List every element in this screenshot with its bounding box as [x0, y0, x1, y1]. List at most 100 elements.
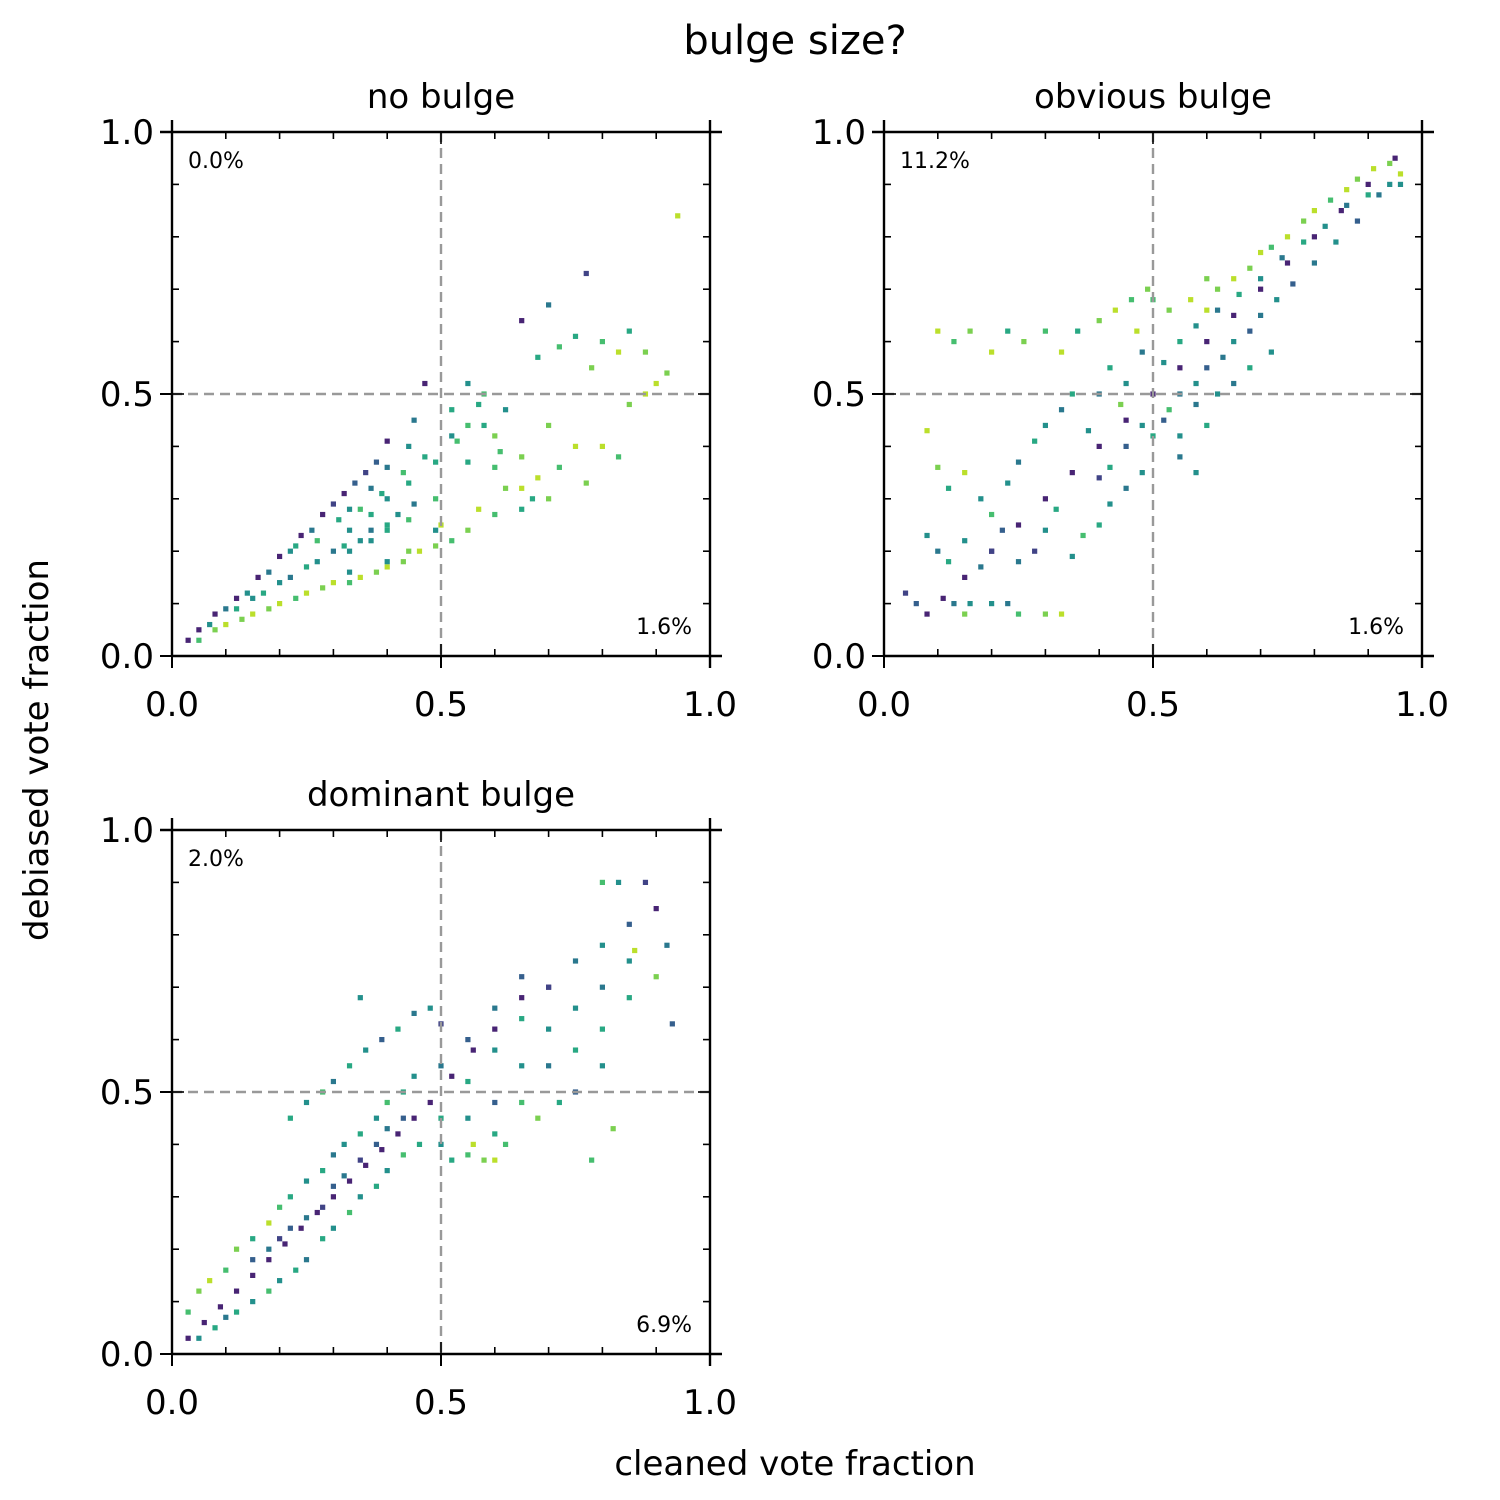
data-point	[320, 1236, 326, 1242]
data-point	[438, 1063, 444, 1069]
data-point	[1344, 202, 1350, 208]
annotation-bottom-right: 1.6%	[1348, 615, 1404, 640]
data-point	[352, 480, 358, 486]
data-point	[615, 349, 622, 355]
data-point	[962, 470, 968, 476]
data-point	[449, 1073, 455, 1079]
data-point	[400, 1115, 406, 1121]
panel-title: dominant bulge	[307, 775, 575, 815]
data-point	[1150, 433, 1156, 439]
data-point	[233, 606, 240, 612]
data-point	[373, 1141, 380, 1147]
data-point	[287, 548, 293, 554]
panel-1: no bulge 0.0 0.5 1.0 0.0 0.5 1.0 0.0% 1.6%	[100, 77, 737, 725]
data-point	[341, 543, 347, 549]
data-point	[185, 1309, 191, 1315]
data-point	[492, 433, 498, 439]
data-point	[626, 995, 632, 1001]
data-point	[1161, 417, 1167, 423]
data-point	[196, 1335, 202, 1341]
data-point	[465, 1152, 471, 1158]
data-point	[449, 538, 455, 544]
y-axis-label: debiased vote fraction	[17, 559, 57, 941]
data-point	[212, 611, 218, 617]
data-point	[492, 1131, 498, 1137]
y-tick-label: 1.0	[100, 113, 154, 153]
data-point	[978, 564, 984, 570]
data-point	[411, 501, 417, 507]
data-point	[1322, 223, 1328, 229]
y-tick-label: 0.5	[100, 1073, 154, 1113]
data-point	[653, 974, 659, 980]
data-point	[476, 401, 482, 408]
data-point	[642, 879, 649, 885]
x-tick-label: 0.0	[145, 1383, 199, 1423]
data-point	[599, 879, 605, 885]
data-point	[924, 532, 930, 539]
data-point	[287, 1194, 293, 1200]
data-point	[626, 328, 632, 334]
data-point	[346, 548, 353, 554]
data-point	[1392, 155, 1398, 161]
data-point	[384, 522, 390, 528]
data-point	[1193, 470, 1199, 476]
data-point	[1015, 611, 1022, 617]
data-point	[546, 984, 552, 990]
data-point	[185, 637, 191, 643]
data-point	[1387, 181, 1393, 187]
data-point	[519, 506, 525, 512]
data-point	[978, 496, 984, 502]
annotation-top-left: 0.0%	[188, 149, 244, 174]
data-point	[287, 574, 293, 580]
data-point	[341, 1141, 347, 1147]
y-tick-label: 0.0	[100, 637, 154, 677]
panel-2: obvious bulge 0.0 0.5 1.0 0.0 0.5 1.0 11.2% 1.6%	[812, 77, 1449, 725]
data-point	[1284, 260, 1291, 266]
data-point	[1128, 297, 1135, 303]
data-point	[1311, 208, 1317, 214]
data-point	[1354, 218, 1361, 224]
data-point	[411, 1010, 417, 1016]
data-point	[989, 601, 995, 607]
data-point	[529, 496, 536, 502]
data-point	[201, 1319, 207, 1326]
data-point	[406, 548, 412, 554]
x-tick-label: 1.0	[1395, 685, 1449, 725]
data-point	[293, 595, 299, 601]
data-point	[217, 1304, 224, 1310]
data-point	[1220, 354, 1226, 360]
data-point	[935, 328, 941, 334]
data-point	[244, 590, 250, 596]
data-point	[1365, 181, 1371, 187]
data-point	[384, 1168, 390, 1174]
data-point	[1123, 485, 1129, 491]
data-point	[346, 1209, 353, 1216]
data-point	[384, 1099, 390, 1106]
y-tick-label: 1.0	[100, 811, 154, 851]
data-point	[1193, 401, 1199, 408]
data-point	[1247, 328, 1253, 334]
data-point	[1005, 328, 1011, 334]
data-point	[1279, 255, 1285, 261]
data-point	[519, 974, 525, 980]
data-point	[368, 538, 374, 544]
x-tick-label: 0.0	[145, 685, 199, 725]
data-point	[589, 365, 595, 371]
data-point	[519, 318, 525, 324]
data-point	[951, 601, 957, 607]
data-point	[406, 443, 412, 449]
data-point	[320, 511, 326, 518]
data-point	[1005, 601, 1011, 607]
data-point	[1042, 328, 1048, 334]
x-tick-label: 0.5	[414, 1383, 468, 1423]
data-point	[277, 1204, 283, 1210]
data-point	[1231, 312, 1237, 318]
data-point	[519, 1099, 525, 1106]
data-point	[395, 1131, 401, 1137]
data-point	[400, 1152, 406, 1158]
data-point	[519, 1063, 525, 1069]
data-point	[196, 627, 202, 633]
data-point	[1069, 391, 1075, 397]
data-point	[287, 1115, 293, 1121]
